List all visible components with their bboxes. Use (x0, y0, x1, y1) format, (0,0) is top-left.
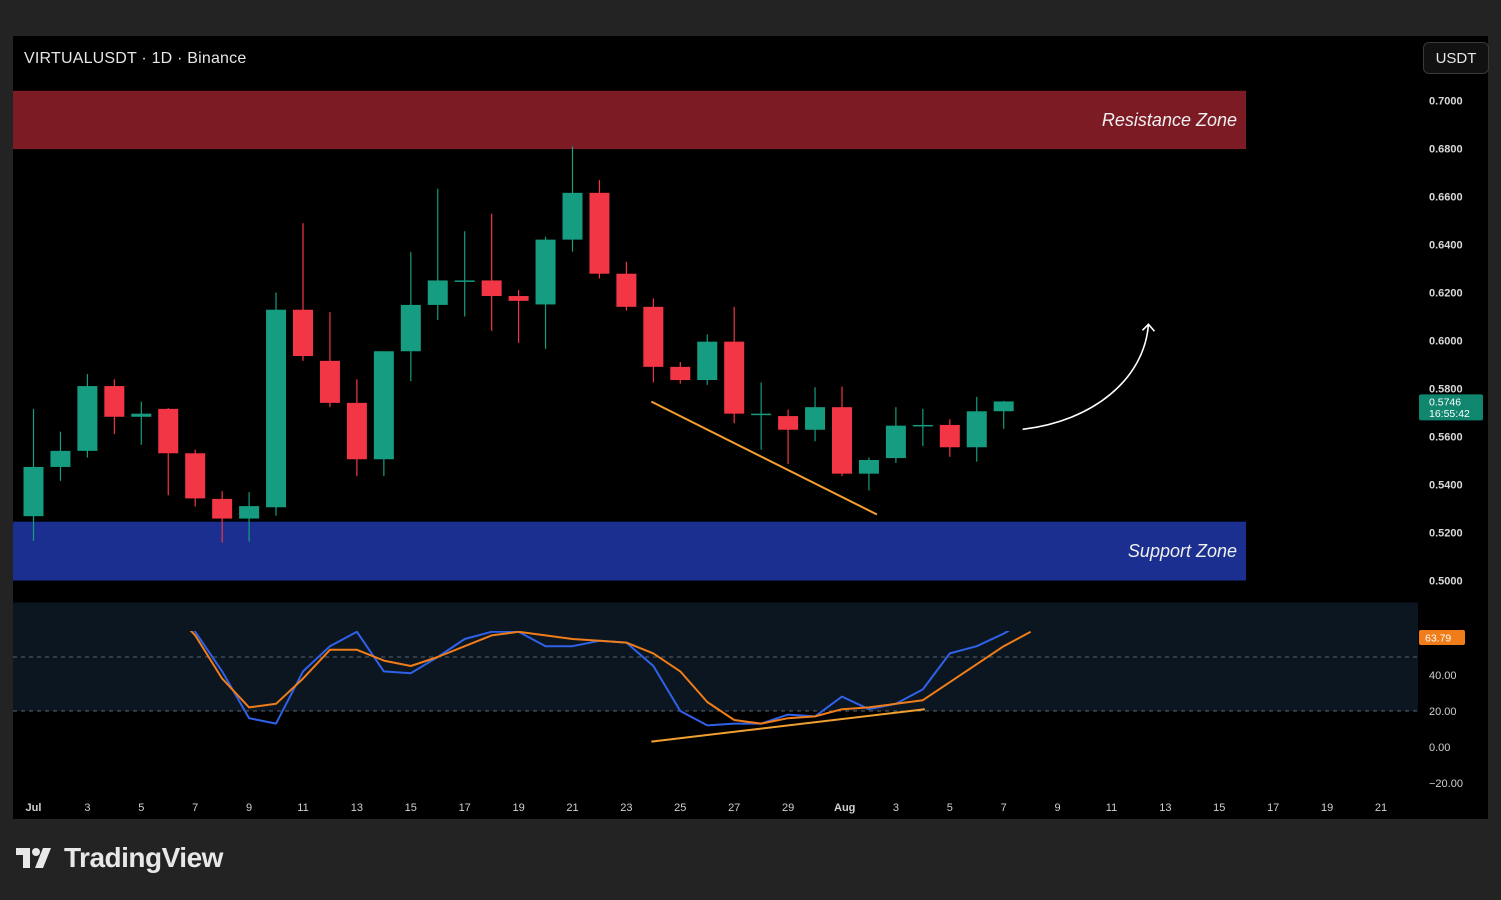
time-axis-tick: 19 (512, 802, 524, 814)
candle-body (481, 280, 502, 297)
candle-body (993, 401, 1014, 412)
candle-body (454, 280, 475, 282)
price-axis-tick: 0.6400 (1429, 239, 1463, 251)
time-axis-tick: 17 (1267, 802, 1279, 814)
price-countdown: 16:55:42 (1429, 408, 1470, 420)
candle-body (373, 351, 394, 460)
stoch-axis-tick: 0.00 (1429, 742, 1450, 754)
time-axis-tick: 17 (459, 802, 471, 814)
time-axis-tick: 11 (297, 802, 308, 814)
price-axis-tick: 0.7000 (1429, 95, 1463, 107)
candle-body (293, 309, 313, 357)
candle-body (670, 366, 691, 381)
resistance-zone (13, 90, 1246, 150)
candle-body (23, 466, 44, 517)
time-axis-tick: 15 (1213, 802, 1225, 814)
tradingview-logo-icon (16, 848, 51, 868)
currency-button[interactable]: USDT (1423, 42, 1489, 74)
time-axis-tick: 15 (405, 802, 417, 814)
candle-body (858, 459, 879, 474)
candle-body (77, 386, 98, 451)
time-axis-tick: 9 (1055, 802, 1061, 814)
candle-body (912, 424, 933, 427)
price-axis-tick: 0.6600 (1429, 191, 1463, 203)
current-price-tag (1419, 394, 1483, 421)
time-axis-tick: Aug (834, 802, 855, 814)
stoch-divergence-line (651, 708, 925, 743)
price-axis-tick: 0.6800 (1429, 143, 1463, 155)
time-axis-tick: 29 (782, 802, 794, 814)
candle-body (778, 416, 799, 430)
candle-body (535, 239, 556, 305)
candle-body (589, 192, 610, 274)
price-trendline (650, 400, 878, 516)
symbol-title: VIRTUALUSDT · 1D · Binance (24, 50, 247, 67)
time-axis-tick: 23 (620, 802, 632, 814)
candle-body (131, 413, 152, 417)
time-axis-tick: 25 (674, 802, 686, 814)
support-zone (13, 521, 1246, 581)
stoch-axis-tick: 40.00 (1429, 670, 1457, 682)
candle-body (508, 296, 529, 301)
tradingview-brand: TradingView (16, 842, 223, 874)
time-axis-tick: 9 (246, 802, 252, 814)
brand-name: TradingView (64, 842, 223, 873)
candle-body (832, 407, 852, 474)
stoch-value-tag (1419, 630, 1465, 645)
time-axis-tick: 5 (947, 802, 953, 814)
candle-body (966, 411, 987, 448)
stoch-axis-tick: 20.00 (1429, 706, 1457, 718)
time-axis-tick: 7 (192, 802, 198, 814)
support-zone-label: Support Zone (1128, 541, 1237, 561)
candle-body (400, 304, 421, 352)
candle-body (427, 280, 448, 305)
candle-body (212, 498, 233, 519)
time-axis-tick: 5 (138, 802, 144, 814)
candle-body (805, 407, 826, 430)
price-axis-tick: 0.5200 (1429, 527, 1463, 539)
time-axis-tick: 13 (1159, 802, 1171, 814)
time-axis-tick: 19 (1321, 802, 1333, 814)
price-axis-tick: 0.5000 (1429, 576, 1463, 588)
candle-body (319, 360, 340, 403)
price-axis-tick: 0.5400 (1429, 479, 1463, 491)
candle-body (643, 306, 664, 367)
time-axis-tick: 21 (566, 802, 578, 814)
time-axis-tick: 27 (728, 802, 740, 814)
candle-body (158, 408, 179, 454)
candle-body (697, 341, 718, 381)
time-axis-tick: 3 (84, 802, 90, 814)
resistance-zone-label: Resistance Zone (1102, 110, 1237, 130)
candle-body (724, 341, 745, 414)
candle-body (50, 450, 71, 467)
time-axis-tick: 13 (351, 802, 363, 814)
chart-area[interactable]: VIRTUALUSDT · 1D · Binance USDT Resistan… (13, 36, 1489, 819)
candle-body (616, 273, 637, 307)
price-axis-tick: 0.6200 (1429, 287, 1463, 299)
current-price-value: 0.5746 (1429, 396, 1461, 408)
candle-body (104, 386, 125, 417)
price-axis-tick: 0.5600 (1429, 431, 1463, 443)
time-axis-tick: 7 (1001, 802, 1007, 814)
time-axis-tick: 21 (1375, 802, 1387, 814)
candle-body (562, 192, 583, 240)
time-axis-tick: 11 (1106, 802, 1117, 814)
forecast-arrow-head (1141, 323, 1156, 332)
candle-body (266, 309, 287, 508)
forecast-arrow (1022, 324, 1150, 431)
time-axis-tick: 3 (893, 802, 899, 814)
price-axis-tick: 0.6000 (1429, 335, 1463, 347)
time-axis-tick: Jul (26, 802, 42, 814)
candle-body (239, 506, 260, 519)
candle-body (346, 402, 367, 460)
stoch-d-line (189, 631, 1032, 725)
stoch-axis-tick: −20.00 (1429, 778, 1463, 790)
candle-body (185, 453, 206, 499)
price-axis-tick: 0.5800 (1429, 383, 1463, 395)
price-chart-svg[interactable]: Resistance Zone Support Zone 0.7000 0.6800 0… (13, 36, 1488, 819)
candle-body (939, 424, 960, 448)
stoch-current-value: 63.79 (1425, 633, 1451, 645)
candle-body (751, 413, 772, 416)
candle-body (885, 425, 906, 459)
